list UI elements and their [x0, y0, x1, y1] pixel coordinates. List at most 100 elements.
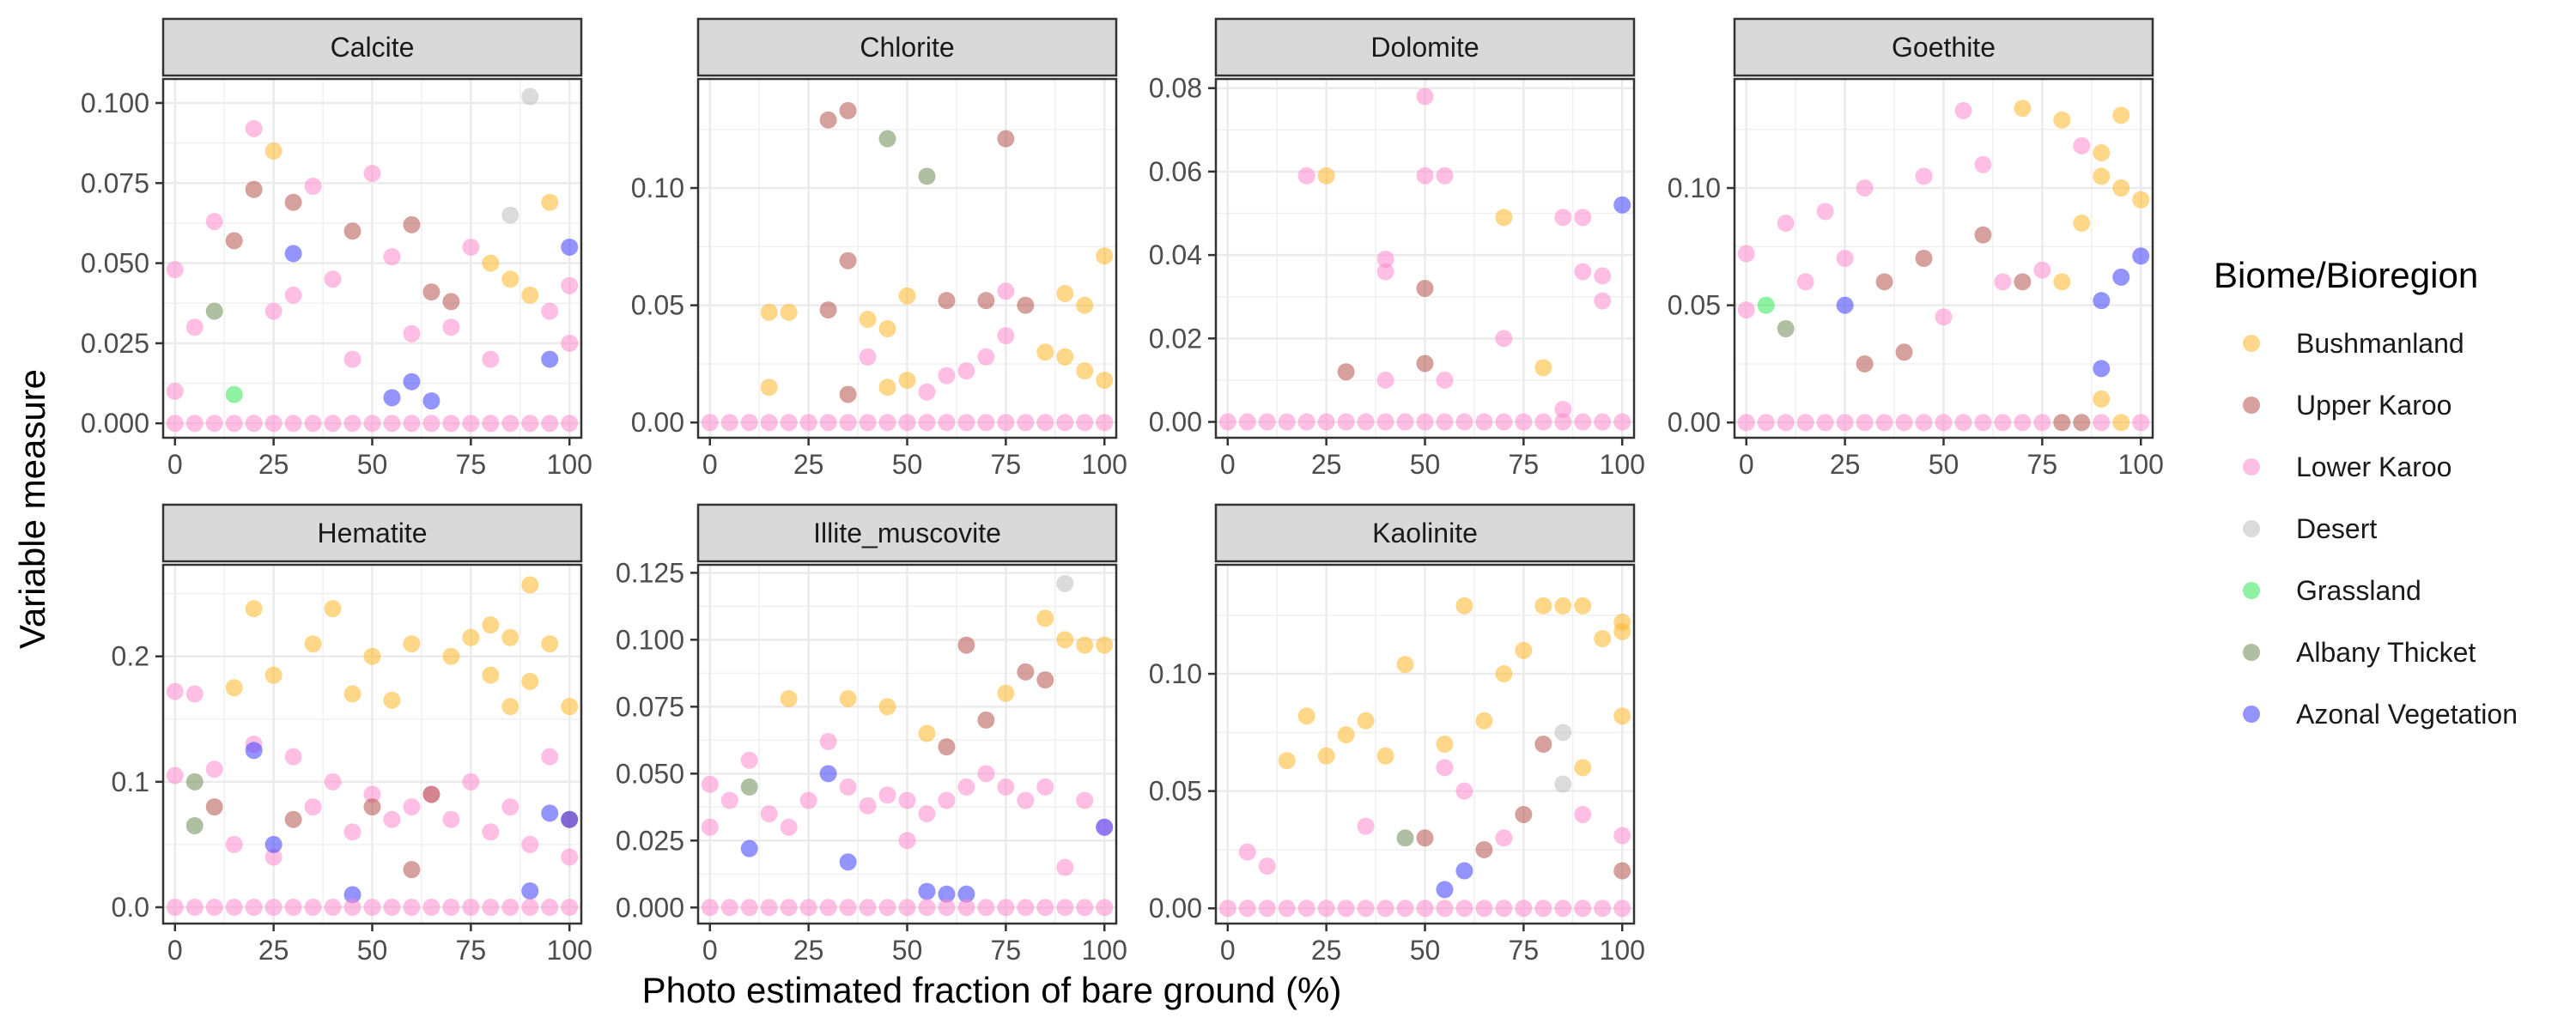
data-point-lower-karoo	[1534, 900, 1552, 918]
data-point-upper-karoo	[1856, 354, 1874, 373]
y-tick-label: 0.00	[1149, 407, 1202, 438]
data-point-lower-karoo	[799, 791, 817, 809]
data-point-lower-karoo	[1317, 413, 1335, 431]
data-point-albany-thicket	[878, 130, 896, 148]
y-tick-label: 0.0	[112, 892, 149, 923]
data-point-upper-karoo	[2053, 414, 2071, 432]
points-calcite	[166, 88, 579, 433]
data-point-lower-karoo	[284, 899, 302, 916]
data-point-lower-karoo	[1297, 413, 1315, 431]
data-point-upper-karoo	[1974, 226, 1992, 244]
y-tick-label: 0.06	[1149, 156, 1202, 187]
data-point-bushmanland	[760, 303, 778, 321]
data-point-bushmanland	[760, 379, 778, 397]
data-point-lower-karoo	[462, 899, 480, 916]
data-point-lower-karoo	[1574, 413, 1592, 431]
data-point-lower-karoo	[1056, 899, 1074, 917]
data-point-upper-karoo	[403, 215, 421, 233]
y-tick-label: 0.025	[81, 328, 149, 359]
data-point-lower-karoo	[1574, 900, 1592, 918]
data-point-lower-karoo	[482, 823, 500, 841]
y-tick-label: 0.075	[616, 691, 684, 722]
data-point-upper-karoo	[977, 292, 995, 310]
data-point-lower-karoo	[166, 766, 184, 785]
y-tick-label: 0.00	[1149, 893, 1202, 924]
data-point-lower-karoo	[1317, 900, 1335, 918]
data-point-lower-karoo	[1056, 858, 1074, 876]
data-point-upper-karoo	[422, 785, 440, 803]
data-point-upper-karoo	[997, 130, 1015, 148]
data-point-bushmanland	[501, 698, 519, 716]
data-point-lower-karoo	[859, 899, 877, 917]
data-point-lower-karoo	[1076, 899, 1094, 917]
data-point-lower-karoo	[422, 899, 440, 916]
points-kaolinite	[1218, 597, 1631, 918]
data-point-lower-karoo	[1594, 900, 1612, 918]
data-point-lower-karoo	[442, 810, 460, 828]
data-point-bushmanland	[1297, 707, 1315, 725]
data-point-lower-karoo	[185, 685, 204, 703]
data-point-azonal-vegetation	[343, 886, 361, 904]
data-point-bushmanland	[403, 635, 421, 653]
data-point-lower-karoo	[1994, 414, 2012, 432]
data-point-upper-karoo	[1017, 296, 1035, 314]
data-point-lower-karoo	[1258, 413, 1276, 431]
data-point-azonal-vegetation	[403, 373, 421, 391]
data-point-lower-karoo	[1574, 805, 1592, 823]
data-point-lower-karoo	[780, 414, 798, 432]
data-point-upper-karoo	[1416, 354, 1434, 373]
y-tick-label: 0.125	[616, 557, 684, 588]
data-point-lower-karoo	[462, 772, 480, 791]
data-point-lower-karoo	[1357, 817, 1375, 835]
data-point-lower-karoo	[1337, 413, 1355, 431]
data-point-bushmanland	[1056, 284, 1074, 302]
data-point-bushmanland	[1096, 372, 1114, 390]
data-point-bushmanland	[1076, 636, 1094, 654]
y-tick-label: 0.10	[1668, 173, 1721, 203]
legend-title: Biome/Bioregion	[2214, 255, 2478, 295]
data-point-lower-karoo	[1076, 791, 1094, 809]
x-tick-label: 50	[892, 449, 923, 480]
data-point-lower-karoo	[264, 302, 283, 320]
data-point-lower-karoo	[383, 248, 401, 266]
data-point-bushmanland	[1076, 296, 1094, 314]
data-point-lower-karoo	[1737, 245, 1755, 263]
data-point-lower-karoo	[1594, 292, 1612, 310]
data-point-lower-karoo	[561, 848, 579, 866]
x-tick-label: 25	[1311, 935, 1342, 966]
data-point-bushmanland	[1495, 665, 1513, 683]
data-point-albany-thicket	[205, 302, 223, 320]
data-point-lower-karoo	[1574, 209, 1592, 227]
y-tick-label: 0.00	[1668, 407, 1721, 438]
data-point-lower-karoo	[1475, 900, 1493, 918]
x-tick-label: 75	[456, 449, 487, 480]
data-point-lower-karoo	[521, 899, 539, 916]
legend-item-upper-karoo: Upper Karoo	[2243, 390, 2451, 421]
data-point-lower-karoo	[1297, 167, 1315, 185]
data-point-lower-karoo	[1515, 413, 1533, 431]
data-point-lower-karoo	[1875, 414, 1893, 432]
data-point-upper-karoo	[819, 111, 837, 129]
data-point-lower-karoo	[701, 775, 719, 793]
data-point-upper-karoo	[1475, 840, 1493, 858]
data-point-lower-karoo	[898, 899, 916, 917]
panel-goethite: Goethite 0 25 50 75 100 0.00 0.05 0.10	[1668, 17, 2164, 480]
data-point-lower-karoo	[819, 732, 837, 750]
legend-label: Desert	[2296, 513, 2377, 544]
data-point-bushmanland	[482, 666, 500, 684]
panel-strip	[1214, 503, 1636, 563]
data-point-lower-karoo	[977, 348, 995, 366]
data-point-lower-karoo	[878, 899, 896, 917]
points-chlorite	[701, 101, 1114, 432]
data-point-lower-karoo	[1935, 308, 1953, 326]
panel-calcite: Calcite 0 25 50 75 100 0.000 0.025 0.050 0.075 0.1…	[81, 17, 592, 480]
data-point-lower-karoo	[1416, 167, 1434, 185]
x-tick-label: 75	[991, 449, 1022, 480]
y-tick-label: 0.00	[631, 407, 684, 438]
data-point-bushmanland	[2112, 414, 2130, 432]
data-point-lower-karoo	[264, 899, 283, 916]
data-point-bushmanland	[2132, 191, 2150, 209]
data-point-azonal-vegetation	[541, 804, 559, 822]
x-tick-label: 0	[702, 935, 718, 966]
